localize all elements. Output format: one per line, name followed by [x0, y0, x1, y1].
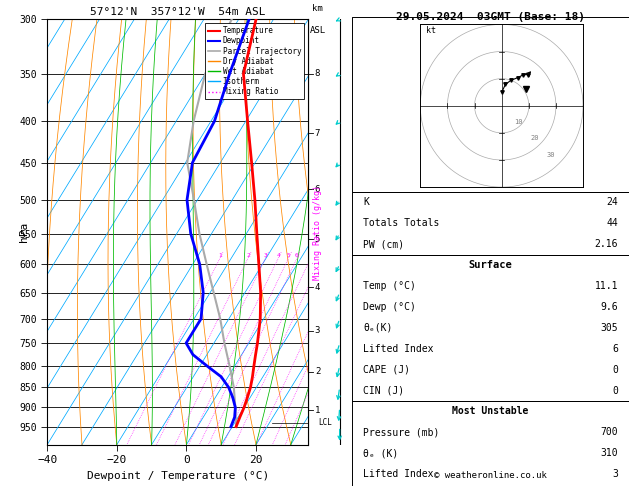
Text: 44: 44 [606, 218, 618, 228]
Text: 700: 700 [600, 427, 618, 437]
Text: θₑ (K): θₑ (K) [364, 448, 399, 458]
Text: 8: 8 [314, 69, 320, 78]
Text: 0: 0 [612, 385, 618, 396]
X-axis label: Dewpoint / Temperature (°C): Dewpoint / Temperature (°C) [87, 470, 269, 481]
Text: km: km [312, 4, 323, 13]
Text: 3: 3 [264, 253, 267, 259]
Text: Totals Totals: Totals Totals [364, 218, 440, 228]
Text: LCL: LCL [318, 418, 333, 427]
Text: θₑ(K): θₑ(K) [364, 323, 392, 333]
Text: 1: 1 [218, 253, 222, 259]
Text: Surface: Surface [469, 260, 513, 270]
Text: 6: 6 [612, 344, 618, 354]
Text: CAPE (J): CAPE (J) [364, 364, 410, 375]
Text: Dewp (°C): Dewp (°C) [364, 302, 416, 312]
Text: hPa: hPa [19, 222, 29, 242]
Text: 6: 6 [314, 185, 320, 193]
Text: 11.1: 11.1 [594, 281, 618, 291]
Text: 30: 30 [547, 152, 555, 157]
Text: 4: 4 [276, 253, 280, 259]
Text: 2: 2 [314, 367, 320, 376]
Text: Lifted Index: Lifted Index [364, 344, 434, 354]
Text: 3: 3 [612, 469, 618, 479]
Text: 6: 6 [295, 253, 299, 259]
Text: 0: 0 [612, 364, 618, 375]
Text: 29.05.2024  03GMT (Base: 18): 29.05.2024 03GMT (Base: 18) [396, 12, 585, 22]
Text: 10: 10 [514, 119, 522, 125]
Text: K: K [364, 197, 369, 208]
Text: Temp (°C): Temp (°C) [364, 281, 416, 291]
Text: 4: 4 [314, 282, 320, 292]
Text: 1: 1 [314, 406, 320, 415]
Text: CIN (J): CIN (J) [364, 385, 404, 396]
Text: 7: 7 [314, 129, 320, 138]
Text: 3: 3 [314, 326, 320, 335]
Text: PW (cm): PW (cm) [364, 239, 404, 249]
Text: © weatheronline.co.uk: © weatheronline.co.uk [434, 471, 547, 480]
Title: 57°12'N  357°12'W  54m ASL: 57°12'N 357°12'W 54m ASL [90, 7, 265, 17]
Text: 5: 5 [287, 253, 291, 259]
Text: 5: 5 [314, 235, 320, 244]
Text: ASL: ASL [309, 26, 326, 35]
Text: 9.6: 9.6 [600, 302, 618, 312]
Text: 20: 20 [530, 136, 538, 141]
Text: 310: 310 [600, 448, 618, 458]
Text: kt: kt [426, 26, 436, 35]
Text: 2: 2 [246, 253, 250, 259]
Text: 24: 24 [606, 197, 618, 208]
Text: Most Unstable: Most Unstable [452, 406, 529, 417]
Text: 2.16: 2.16 [594, 239, 618, 249]
Legend: Temperature, Dewpoint, Parcel Trajectory, Dry Adiabat, Wet Adiabat, Isotherm, Mi: Temperature, Dewpoint, Parcel Trajectory… [205, 23, 304, 99]
Text: Pressure (mb): Pressure (mb) [364, 427, 440, 437]
Text: Mixing Ratio (g/kg): Mixing Ratio (g/kg) [313, 185, 322, 279]
Text: Lifted Index: Lifted Index [364, 469, 434, 479]
Text: 305: 305 [600, 323, 618, 333]
